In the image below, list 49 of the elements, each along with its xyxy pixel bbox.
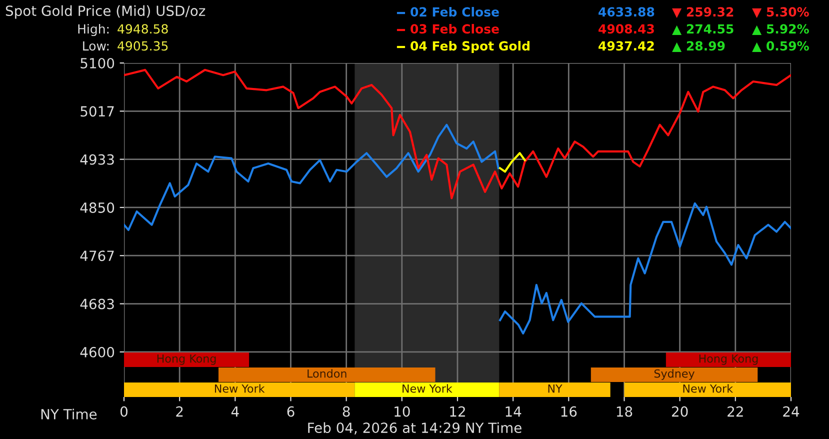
legend-label: 02 Feb Close bbox=[410, 6, 499, 17]
text: ▲ 0.59% bbox=[752, 41, 809, 52]
x-tick-label: 0 bbox=[120, 406, 128, 417]
chart-title: Spot Gold Price (Mid) USD/oz bbox=[6, 5, 206, 19]
x-tick-label: 18 bbox=[616, 406, 632, 417]
y-tick-label: 5017 bbox=[80, 106, 114, 117]
y-tick-label: 5100 bbox=[80, 58, 114, 68]
line-series bbox=[124, 68, 791, 200]
x-tick-label: 4 bbox=[231, 406, 239, 417]
y-tick-label: 4600 bbox=[80, 346, 114, 358]
text: ▲ 274.55 bbox=[672, 24, 734, 35]
text: 4948.58 bbox=[118, 24, 168, 34]
band-label: Hong Kong bbox=[157, 354, 216, 365]
x-tick-label: 10 bbox=[394, 406, 410, 417]
x-tick-label: 12 bbox=[450, 406, 465, 417]
x-tick-label: 20 bbox=[672, 406, 688, 417]
band-label: NY bbox=[548, 384, 562, 393]
y-tick-label: 4767 bbox=[80, 250, 114, 262]
legend-label: 04 Feb Spot Gold bbox=[410, 40, 530, 54]
text: Low: bbox=[83, 41, 109, 51]
x-tick-label: 22 bbox=[728, 406, 743, 417]
x-tick-label: 24 bbox=[783, 406, 800, 417]
x-tick-label: 8 bbox=[342, 406, 350, 417]
x-tick-label: 14 bbox=[506, 406, 522, 417]
y-tick-label: 4683 bbox=[80, 298, 114, 310]
band-label: Sydney bbox=[654, 369, 695, 380]
y-tick-label: 4933 bbox=[80, 154, 114, 165]
band-label: London bbox=[308, 369, 346, 378]
band-label: New York bbox=[683, 384, 734, 393]
band-label: Hong Kong bbox=[699, 354, 758, 365]
text: 4937.42 bbox=[598, 41, 654, 51]
x-axis-title: NY Time bbox=[41, 408, 97, 420]
text: 4905.35 bbox=[118, 41, 168, 51]
text: High: bbox=[78, 24, 109, 36]
x-tick-label: 2 bbox=[176, 406, 183, 417]
band-label: New York bbox=[402, 384, 452, 393]
text: 4908.43 bbox=[598, 24, 654, 34]
text: ▲ 5.92% bbox=[752, 24, 809, 35]
line-series bbox=[498, 152, 526, 173]
y-tick-label: 4850 bbox=[80, 202, 114, 213]
text: 4633.88 bbox=[598, 7, 654, 17]
x-tick-label: 6 bbox=[287, 406, 294, 417]
text: ▼ 5.30% bbox=[752, 7, 809, 18]
text: ▲ 28.99 bbox=[672, 41, 725, 52]
text: Feb 04, 2026 at 14:29 NY Time bbox=[308, 422, 522, 434]
text: ▼ 259.32 bbox=[672, 7, 734, 18]
x-tick-label: 16 bbox=[561, 406, 577, 417]
band-label: New York bbox=[214, 384, 265, 393]
legend-label: 03 Feb Close bbox=[410, 24, 499, 34]
